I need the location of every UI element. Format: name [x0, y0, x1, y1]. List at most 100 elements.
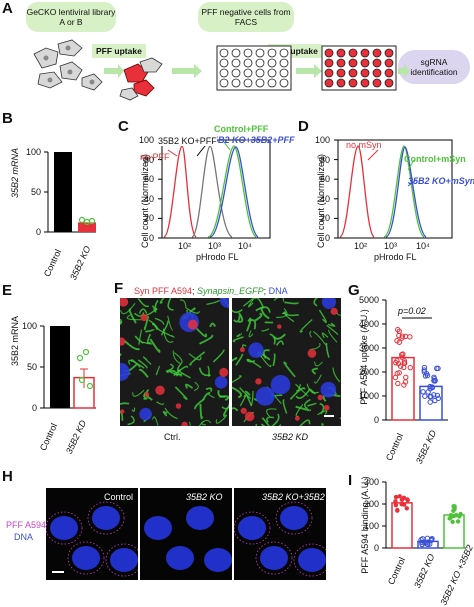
- bar-35b2-ko-rescue: [443, 514, 465, 549]
- panel-d-legend-control: Control+mSyn: [404, 154, 466, 164]
- panel-d-legend-ko: 35B2 KO+mSyn: [408, 176, 474, 186]
- data-point: [427, 399, 433, 405]
- data-point: [451, 513, 457, 519]
- panel-d-ytick-60: 60: [320, 174, 331, 184]
- panel-b-label: B: [2, 110, 13, 127]
- data-point: [404, 506, 410, 511]
- plate-well: [360, 58, 370, 68]
- plate-well: [255, 78, 265, 88]
- data-point: [401, 358, 408, 364]
- data-point: [402, 333, 409, 340]
- panel-d-xtick-4: 10⁴: [416, 241, 430, 251]
- data-point: [428, 536, 435, 543]
- panel-a-label: A: [2, 0, 13, 17]
- data-point: [393, 359, 399, 366]
- plate-well: [255, 48, 265, 58]
- panel-f-label: F: [114, 280, 124, 297]
- panel-d-ytick-20: 20: [320, 213, 331, 223]
- plate-well: [243, 68, 253, 78]
- panel-i-chart: [382, 481, 466, 549]
- data-point: [419, 539, 425, 545]
- plate-well: [372, 78, 382, 88]
- data-point: [450, 519, 455, 525]
- panel-c-xtick-2: 10²: [178, 241, 192, 251]
- panel-c-legend-ko: 35B2 KO+PFF: [158, 136, 217, 146]
- panel-g-ytick-1000: 1000: [359, 391, 380, 401]
- data-point: [405, 497, 410, 502]
- data-point: [401, 382, 407, 388]
- bar-control: [54, 152, 72, 232]
- data-point: [432, 397, 438, 404]
- data-point: [429, 384, 436, 391]
- data-point: [394, 338, 400, 344]
- sorted-cells-bubble: PFF negative cells from FACS: [198, 2, 294, 32]
- panel-i-ytick-0: 0: [374, 543, 380, 553]
- data-point: [397, 494, 402, 499]
- panel-d-ytick-40: 40: [320, 194, 331, 204]
- plate-well: [384, 78, 394, 88]
- step1-label: PFF uptake: [92, 44, 146, 58]
- library-bubble: GeCKO lentiviral library A or B: [26, 2, 116, 32]
- panel-h-col-ko: 35B2 KO: [186, 492, 223, 502]
- plate-well: [348, 58, 358, 68]
- panel-g-chart: [382, 299, 448, 421]
- data-point: [393, 494, 399, 500]
- plate-well: [324, 58, 334, 68]
- data-point: [421, 367, 427, 373]
- plate-well: [219, 68, 229, 78]
- panel-f-left-label: Ctrl.: [164, 432, 181, 442]
- plate-well: [360, 78, 370, 88]
- data-point: [403, 374, 409, 381]
- image-h-rescue: [234, 488, 326, 580]
- panel-c-xtick-4: 10⁴: [238, 241, 252, 251]
- panel-c-legend-rescue: 35B2 KO+35B2+PFF: [208, 135, 295, 145]
- data-point: [401, 495, 407, 501]
- data-point: [424, 541, 430, 547]
- stain-syn-pff: Syn PFF A594: [134, 286, 193, 296]
- data-point: [396, 370, 402, 376]
- plate-well: [279, 78, 289, 88]
- plate-well: [255, 68, 265, 78]
- panel-f-stains: Syn PFF A594; Synapsin_EGFP; DNA: [134, 286, 288, 296]
- panel-b-ytick-50: 50: [31, 187, 42, 197]
- sgrna-pill: sgRNA identification: [398, 50, 470, 84]
- plate-well: [219, 48, 229, 58]
- plate-well: [336, 58, 346, 68]
- panel-e-ytick-100: 100: [22, 321, 38, 331]
- data-point: [422, 393, 428, 399]
- data-point: [434, 365, 440, 372]
- panel-d-ytick-0: 0: [325, 233, 331, 243]
- plate-well: [243, 58, 253, 68]
- panel-i-ytick-200: 200: [364, 499, 380, 509]
- data-point: [421, 364, 428, 371]
- panel-i-label: I: [348, 472, 353, 489]
- image-h-ko: [140, 488, 232, 580]
- data-point: [399, 333, 406, 339]
- plate-well: [279, 68, 289, 78]
- panel-c-ytick-40: 40: [144, 194, 155, 204]
- data-point: [395, 380, 401, 387]
- panel-h-col-control: Control: [104, 492, 134, 502]
- data-point: [425, 389, 431, 395]
- data-point: [399, 354, 405, 360]
- panel-c-ytick-20: 20: [144, 213, 155, 223]
- panel-d-ytick-100: 100: [315, 135, 331, 145]
- data-point: [434, 392, 441, 399]
- plate-well: [324, 78, 334, 88]
- stain-synapsin: Synapsin_EGFP: [197, 286, 264, 296]
- image-f-kd: [232, 298, 341, 426]
- panel-f-right-label: 35B2 KD: [272, 432, 309, 442]
- panel-c-xtick-3: 10³: [208, 241, 222, 251]
- plate-well: [219, 78, 229, 88]
- plate-well: [279, 48, 289, 58]
- panel-d-xtick-2: 10²: [354, 241, 368, 251]
- data-point: [401, 502, 407, 507]
- plate-well: [324, 48, 334, 58]
- panel-d-xlabel: pHrodo FL: [374, 252, 417, 262]
- data-point: [396, 328, 402, 335]
- panel-i-ytick-300: 300: [364, 477, 380, 487]
- plate-well: [384, 48, 394, 58]
- plate-well: [231, 68, 241, 78]
- data-point: [423, 371, 430, 377]
- image-h-control: [46, 488, 138, 580]
